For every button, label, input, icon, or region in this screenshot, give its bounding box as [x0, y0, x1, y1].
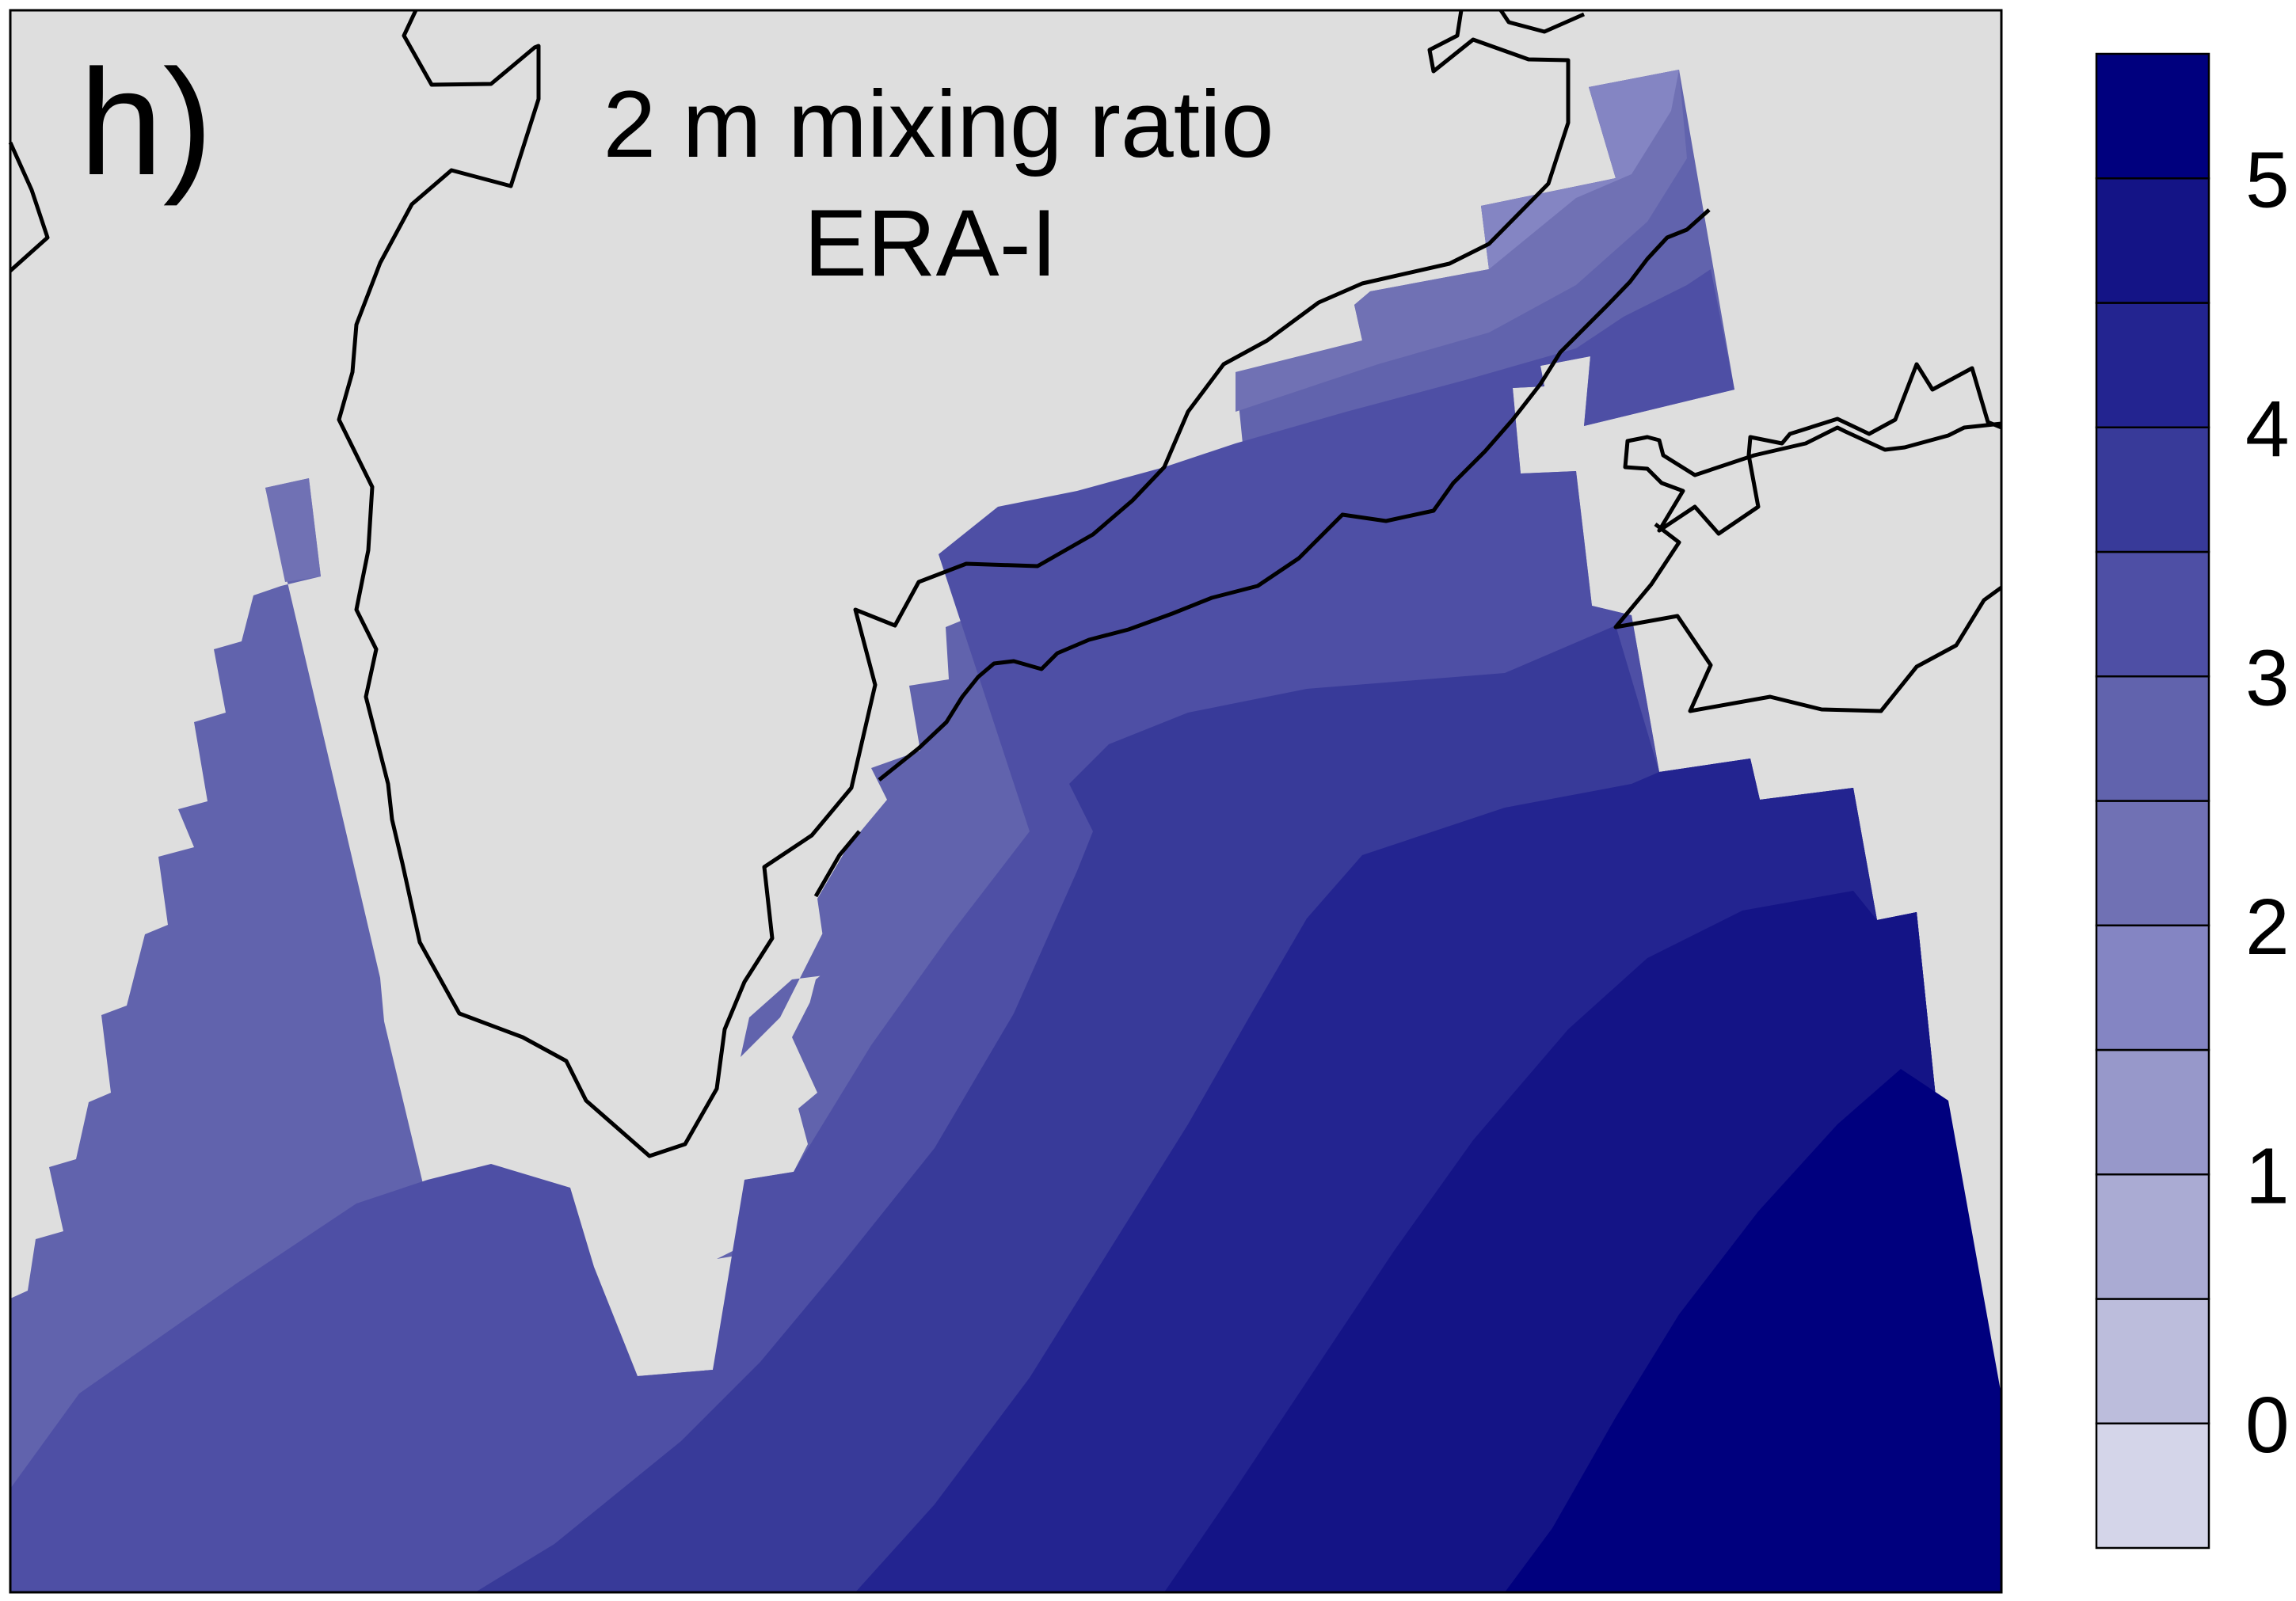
coastline-northwest-corner — [8, 141, 50, 272]
colorbar-box — [2095, 1048, 2210, 1176]
coastline-east-lower — [1613, 523, 2003, 713]
coastline-inner-sea-line — [878, 208, 1711, 781]
colorbar-box — [2095, 302, 2210, 428]
map-title: 2 m mixing ratio — [604, 71, 1274, 177]
colorbar-box — [2095, 800, 2210, 926]
mixing-ratio-field — [10, 70, 2001, 1592]
colorbar-tick-label: 0 — [2245, 1381, 2290, 1470]
map-subtitle: ERA-I — [804, 190, 1057, 296]
map-frame — [9, 9, 2003, 1594]
coastline-east-island — [1623, 362, 2002, 536]
contour-band-1.5 — [1481, 70, 1679, 269]
colorbar-box — [2095, 550, 2210, 678]
colorbar-tick-label: 3 — [2245, 633, 2290, 722]
colorbar-box — [2095, 675, 2210, 802]
colorbar-box — [2095, 1298, 2210, 1424]
panel-letter: h) — [79, 39, 213, 207]
coastline-northeast-fragment — [1498, 9, 1586, 34]
colorbar-box — [2095, 1173, 2210, 1300]
colorbar-tick-label: 4 — [2245, 385, 2290, 473]
colorbar-box — [2095, 924, 2210, 1051]
colorbar: 0 1 2 3 4 5 — [2095, 52, 2290, 1550]
map-panel: h) 2 m mixing ratio ERA-I — [8, 9, 2003, 1594]
colorbar-tick-label: 1 — [2245, 1131, 2290, 1220]
colorbar-box — [2095, 52, 2210, 180]
colorbar-box — [2095, 426, 2210, 553]
colorbar-tick-label: 2 — [2245, 883, 2290, 972]
colorbar-box — [2095, 177, 2210, 304]
contour-band-2-west — [265, 478, 321, 582]
contour-band-5 — [1505, 1069, 2001, 1592]
coastline-small-inlet — [813, 830, 861, 898]
colorbar-tick-label: 5 — [2245, 135, 2290, 224]
coastline-west-peninsula — [337, 9, 1571, 1158]
colorbar-box — [2095, 1422, 2210, 1550]
coastlines — [8, 9, 2003, 1158]
